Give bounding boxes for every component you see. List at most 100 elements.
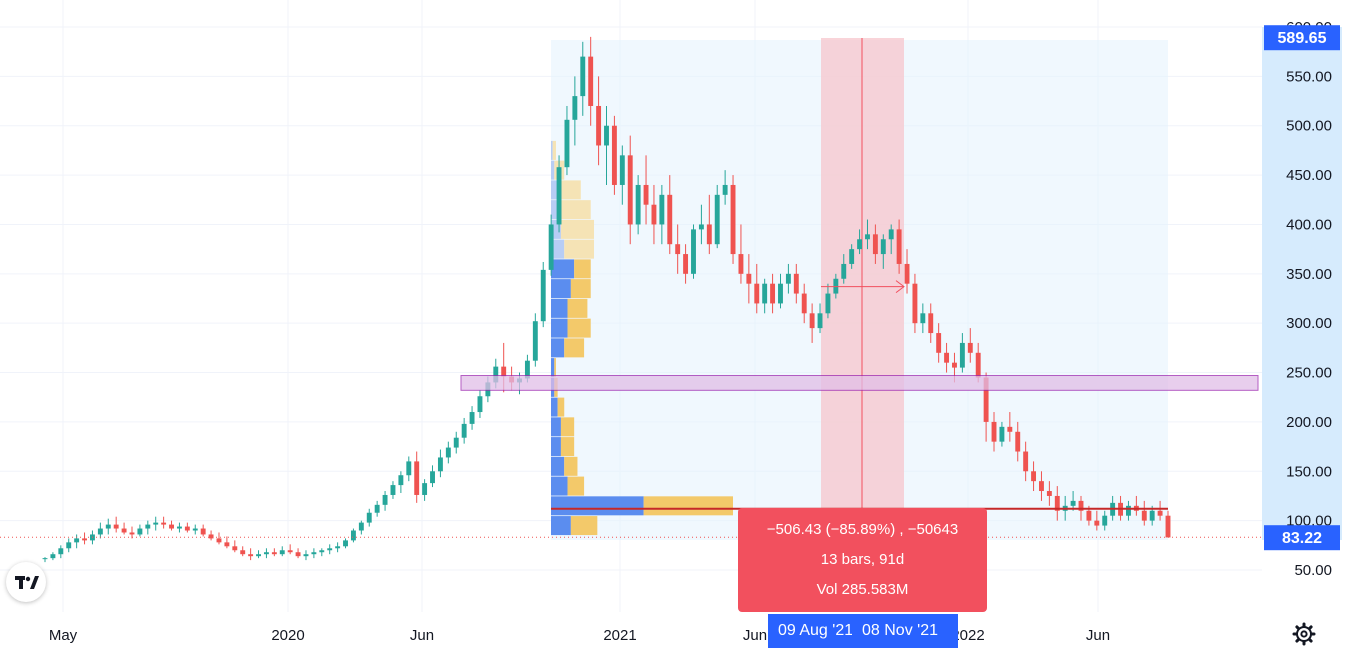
time-axis[interactable]: May 2020 Jun 2021 Jun 2022 Jun [49,627,1110,644]
candle-body [240,550,246,555]
candle-body [706,224,712,245]
candle-body [437,457,443,472]
candle-body [358,522,364,531]
candle-body [145,524,151,529]
gear-icon [1292,622,1316,646]
high-price-tag-label: 589.65 [1278,30,1327,47]
profile-bar-down [552,140,556,160]
candle-body [604,125,609,146]
last-price-tag [1264,525,1340,551]
candle-body [793,273,799,294]
candle-body [651,204,657,225]
candle [706,194,712,255]
candle [588,36,594,126]
candle [216,532,222,545]
candle-body [1094,520,1100,526]
candle-body [263,552,269,555]
measure-arrow-head [895,280,905,294]
candle [627,135,633,245]
candle-body [1126,505,1131,516]
candle [97,522,103,539]
candle [161,516,167,529]
candle-body [398,475,404,486]
profile-bar-up [551,298,568,318]
profile-bar-down [643,496,733,516]
candle-body [335,546,341,549]
candle [390,481,396,499]
candle [121,522,127,535]
candle [738,224,744,284]
candle-body [698,224,704,230]
candle [303,550,309,561]
profile-bar-up [551,437,561,457]
candle-body [754,283,760,304]
candle [675,224,681,274]
profile-bar-up [551,259,575,279]
candle-body [1157,510,1163,516]
candle-body [279,550,285,555]
candle-body [596,105,602,146]
candle-body [975,352,981,378]
profile-bar-up [551,219,561,239]
candle [335,542,341,553]
price-tick-label: 350.00 [1286,266,1332,283]
profile-bar-down [570,516,598,536]
candle-body [540,269,546,322]
candle-body [1054,495,1060,511]
candle [358,520,364,535]
candle [169,520,174,531]
time-tick-label: May [49,627,78,644]
candle-body [1149,510,1155,521]
candle [422,479,428,501]
candle [327,544,333,555]
candle [611,115,617,195]
candle-body [311,552,317,555]
candle-body [809,313,815,329]
candle [1007,412,1013,442]
candle [722,170,728,205]
axis-highlight [1262,27,1342,540]
candle-body [691,229,696,274]
candle-body [50,554,56,559]
tradingview-logo[interactable] [6,562,46,602]
candle [145,520,151,535]
candle [129,526,135,539]
candle [580,41,586,116]
candle-body [999,426,1005,442]
candle-body [801,293,807,314]
candle [176,522,182,533]
candle [667,175,673,255]
candle-body [1070,500,1076,506]
candle-body [659,194,665,225]
profile-bar-up [551,279,571,299]
candle-body [564,119,570,168]
settings-gear-icon[interactable] [1292,622,1316,646]
candle [572,76,578,146]
candle [888,224,894,255]
candle-body [643,184,649,205]
candle [319,548,325,557]
candle [865,219,870,250]
profile-bar-down [567,298,588,318]
last-price-tag-label: 83.22 [1282,530,1322,547]
candle-body [248,554,254,557]
candle-body [722,184,728,195]
candle-body [406,461,412,476]
profile-bar-up [551,397,558,417]
candle [271,548,277,557]
price-axis[interactable]: 600.00550.00500.00450.00400.00350.00300.… [1264,19,1340,579]
candle [263,548,269,559]
candle [366,508,372,527]
profile-bar-down [567,318,591,338]
candle-body [453,437,459,448]
candle-body [208,534,214,539]
candle [912,273,918,334]
profile-bar-down [564,456,578,476]
time-tick-label: 2021 [603,627,636,644]
candle [82,532,87,545]
candle-body [501,366,507,377]
candle [841,254,847,284]
candle-body [896,229,902,264]
